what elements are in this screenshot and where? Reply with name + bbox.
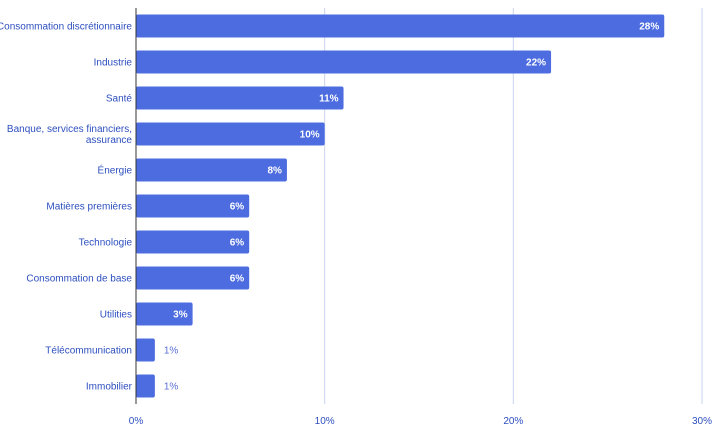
data-label: 1% bbox=[164, 382, 179, 393]
category-label: Télécommunication bbox=[45, 346, 132, 357]
category-label: Immobilier bbox=[86, 382, 133, 393]
bar bbox=[136, 122, 325, 146]
bar bbox=[136, 14, 665, 38]
bar bbox=[136, 266, 250, 290]
bar bbox=[136, 230, 250, 254]
bar bbox=[136, 302, 193, 326]
category-label: Banque, services financiers, assurance bbox=[7, 124, 133, 146]
x-tick-label: 10% bbox=[315, 416, 335, 427]
category-label: Santé bbox=[106, 94, 133, 105]
data-label: 1% bbox=[164, 346, 179, 357]
bar bbox=[136, 194, 250, 218]
data-label: 6% bbox=[230, 274, 245, 285]
bar bbox=[136, 338, 155, 362]
data-label: 8% bbox=[267, 166, 282, 177]
data-label: 11% bbox=[319, 94, 339, 105]
bar bbox=[136, 158, 287, 182]
x-tick-label: 30% bbox=[692, 416, 712, 427]
bar bbox=[136, 86, 344, 110]
category-label: Consommation de base bbox=[26, 274, 132, 285]
bar bbox=[136, 50, 552, 74]
category-label: Énergie bbox=[98, 164, 133, 177]
category-label: Matières premières bbox=[46, 202, 132, 213]
data-label: 10% bbox=[300, 130, 320, 141]
category-label: Consommation discrétionnaire bbox=[0, 22, 132, 33]
category-label: Industrie bbox=[94, 58, 133, 69]
bar bbox=[136, 374, 155, 398]
data-label: 22% bbox=[526, 58, 546, 69]
x-tick-label: 20% bbox=[503, 416, 523, 427]
data-label: 3% bbox=[173, 310, 188, 321]
category-label: Technologie bbox=[79, 238, 133, 249]
data-label: 28% bbox=[639, 22, 659, 33]
data-label: 6% bbox=[230, 202, 245, 213]
x-tick-label: 0% bbox=[129, 416, 144, 427]
data-label: 6% bbox=[230, 238, 245, 249]
category-label: Utilities bbox=[100, 310, 132, 321]
